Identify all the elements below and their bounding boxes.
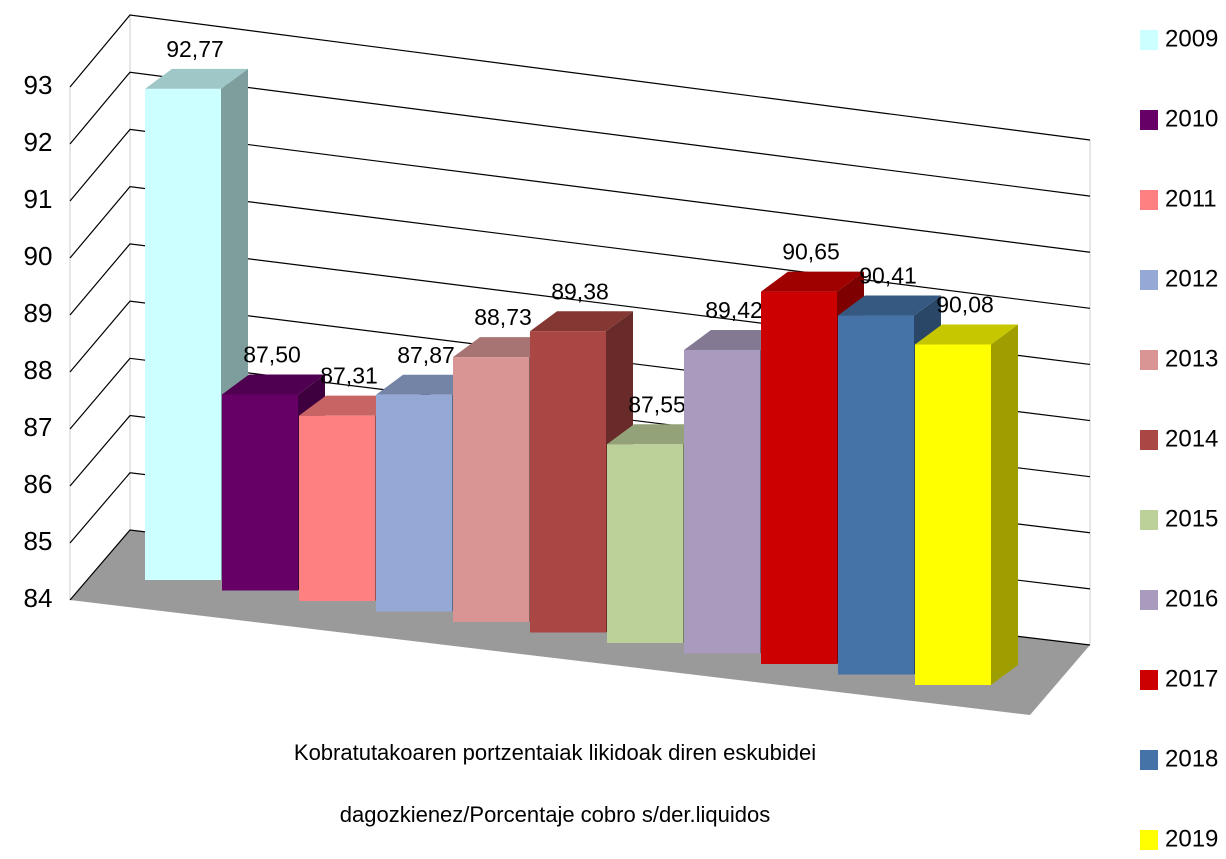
legend-swatch bbox=[1140, 590, 1158, 610]
legend-swatch bbox=[1140, 830, 1158, 850]
bar bbox=[145, 88, 221, 580]
legend-label: 2018 bbox=[1165, 745, 1218, 772]
data-label: 88,73 bbox=[474, 304, 532, 330]
bar bbox=[761, 291, 837, 664]
legend-label: 2019 bbox=[1165, 825, 1218, 852]
bar-side bbox=[991, 324, 1018, 685]
bar-top bbox=[145, 68, 248, 89]
data-label: 87,87 bbox=[397, 342, 455, 368]
y-tick-label: 87 bbox=[24, 412, 53, 442]
data-label: 90,65 bbox=[782, 239, 840, 265]
legend-label: 2014 bbox=[1165, 425, 1218, 452]
y-tick-label: 90 bbox=[24, 241, 53, 271]
data-label: 87,55 bbox=[628, 391, 686, 417]
grid-line bbox=[69, 186, 1091, 309]
data-label: 89,42 bbox=[705, 297, 763, 323]
grid-line bbox=[69, 14, 1091, 141]
bar bbox=[376, 394, 452, 612]
bar bbox=[453, 357, 529, 622]
bar-top bbox=[915, 324, 1018, 345]
bar bbox=[607, 444, 683, 643]
legend-swatch bbox=[1140, 190, 1158, 210]
bar bbox=[915, 344, 991, 685]
y-tick-label: 86 bbox=[24, 469, 53, 499]
legend-swatch bbox=[1140, 30, 1158, 50]
legend-label: 2017 bbox=[1165, 665, 1218, 692]
grid-line bbox=[69, 71, 1091, 197]
data-label: 92,77 bbox=[166, 36, 224, 62]
legend-swatch bbox=[1140, 110, 1158, 130]
data-label: 90,41 bbox=[859, 263, 917, 289]
y-tick-label: 92 bbox=[24, 127, 53, 157]
y-tick-label: 84 bbox=[24, 583, 53, 613]
legend-label: 2016 bbox=[1165, 585, 1218, 612]
bar bbox=[222, 394, 298, 591]
bar-top bbox=[222, 374, 325, 395]
legend-label: 2009 bbox=[1165, 25, 1218, 52]
y-tick-label: 85 bbox=[24, 526, 53, 556]
legend-label: 2012 bbox=[1165, 265, 1218, 292]
legend-label: 2010 bbox=[1165, 105, 1218, 132]
legend-label: 2013 bbox=[1165, 345, 1218, 372]
bar bbox=[299, 415, 375, 601]
bar bbox=[838, 315, 914, 675]
legend-swatch bbox=[1140, 270, 1158, 290]
data-label: 89,38 bbox=[551, 278, 609, 304]
legend-swatch bbox=[1140, 430, 1158, 450]
legend-label: 2015 bbox=[1165, 505, 1218, 532]
y-tick-label: 88 bbox=[24, 355, 53, 385]
bar-top bbox=[838, 295, 941, 316]
legend-swatch bbox=[1140, 510, 1158, 530]
bar bbox=[530, 331, 606, 633]
legend-swatch bbox=[1140, 350, 1158, 370]
x-axis-label: Kobratutakoaren portzentaiak likidoak di… bbox=[293, 740, 817, 827]
y-tick-label: 91 bbox=[24, 184, 53, 214]
legend-swatch bbox=[1140, 670, 1158, 690]
y-tick-label: 93 bbox=[24, 70, 53, 100]
legend-swatch bbox=[1140, 750, 1158, 770]
data-label: 90,08 bbox=[936, 292, 994, 318]
legend-label: 2011 bbox=[1165, 185, 1217, 212]
bar bbox=[684, 349, 760, 654]
bar-top bbox=[761, 271, 864, 292]
data-label: 87,31 bbox=[320, 363, 378, 389]
data-label: 87,50 bbox=[243, 342, 301, 368]
y-tick-label: 89 bbox=[24, 298, 53, 328]
bar-top bbox=[530, 311, 633, 332]
grid-line bbox=[69, 128, 1091, 253]
side-wall bbox=[69, 13, 131, 600]
